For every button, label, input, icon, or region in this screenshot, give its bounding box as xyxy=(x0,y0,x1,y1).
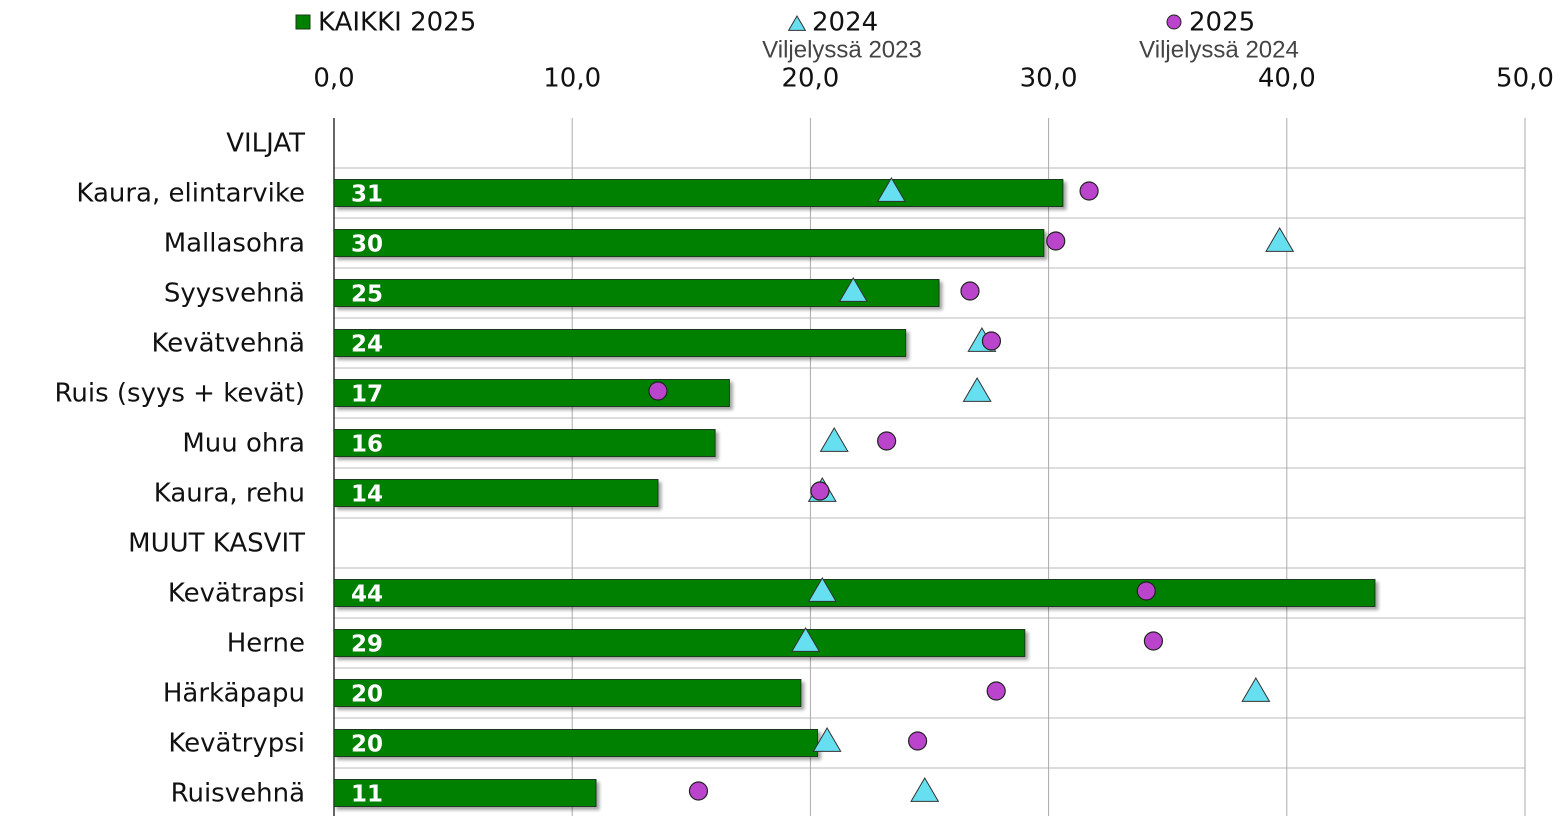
x-tick-label: 0,0 xyxy=(313,64,354,94)
legend-note: Viljelyssä 2024 xyxy=(1139,36,1299,63)
value-label: 17 xyxy=(351,382,383,408)
legend-note: Viljelyssä 2023 xyxy=(762,36,922,63)
bar xyxy=(333,629,1026,657)
legend-swatch xyxy=(787,15,807,31)
category-label: Herne xyxy=(227,629,305,659)
value-label: 25 xyxy=(351,282,383,308)
category-label: Mallasohra xyxy=(164,229,305,259)
legend-label: 2025 xyxy=(1189,8,1255,38)
category-label: Ruis (syys + kevät) xyxy=(54,379,305,409)
circle-marker xyxy=(648,381,668,401)
category-label: MUUT KASVIT xyxy=(128,529,305,559)
circle-marker xyxy=(1143,631,1164,651)
circle-marker xyxy=(1046,231,1066,251)
value-label: 14 xyxy=(351,482,383,508)
triangle-marker xyxy=(876,177,906,202)
circle-marker xyxy=(688,781,709,801)
category-label: Kaura, rehu xyxy=(154,479,305,509)
value-label: 16 xyxy=(351,432,383,458)
category-label: Kevätrapsi xyxy=(168,579,305,609)
value-label: 44 xyxy=(351,582,383,608)
bar xyxy=(333,379,730,407)
triangle-marker xyxy=(1241,677,1271,702)
value-label: 20 xyxy=(351,682,383,708)
triangle-marker xyxy=(838,277,868,302)
category-label: Kevätvehnä xyxy=(151,329,305,359)
value-label: 29 xyxy=(351,632,383,658)
legend-swatch xyxy=(295,14,311,30)
x-tick-label: 20,0 xyxy=(781,64,839,94)
legend-label: KAIKKI 2025 xyxy=(318,8,476,38)
x-tick-label: 50,0 xyxy=(1496,64,1554,94)
value-label: 11 xyxy=(351,782,383,808)
value-label: 24 xyxy=(351,332,383,358)
circle-marker xyxy=(907,731,928,751)
triangle-marker xyxy=(1265,227,1295,252)
triangle-marker xyxy=(819,427,849,452)
x-tick-label: 30,0 xyxy=(1020,64,1078,94)
circle-marker xyxy=(1136,581,1156,601)
triangle-marker xyxy=(812,727,842,752)
triangle-marker xyxy=(910,777,940,802)
bar xyxy=(333,779,597,807)
category-label: Ruisvehnä xyxy=(171,779,305,809)
category-label: Härkäpapu xyxy=(163,679,305,709)
triangle-marker xyxy=(791,627,821,652)
bar xyxy=(333,579,1376,607)
category-label: VILJAT xyxy=(226,129,305,159)
category-label: Kevätrypsi xyxy=(168,729,305,759)
value-label: 31 xyxy=(351,182,383,208)
bar xyxy=(333,329,907,357)
bar xyxy=(333,429,716,457)
category-label: Syysvehnä xyxy=(164,279,305,309)
triangle-marker xyxy=(807,577,837,602)
circle-marker xyxy=(1079,181,1099,201)
value-label: 20 xyxy=(351,732,383,758)
circle-marker xyxy=(986,681,1006,701)
category-label: Muu ohra xyxy=(182,429,305,459)
value-label: 30 xyxy=(351,232,383,258)
bar xyxy=(333,729,819,757)
bar xyxy=(333,229,1045,257)
bar xyxy=(333,479,659,507)
circle-marker xyxy=(981,331,1002,351)
bar xyxy=(333,679,802,707)
legend-swatch xyxy=(1166,14,1182,30)
circle-marker xyxy=(810,481,830,501)
bar xyxy=(333,179,1064,207)
triangle-marker xyxy=(962,377,992,402)
circle-marker xyxy=(877,431,897,451)
bar xyxy=(333,279,940,307)
circle-marker xyxy=(960,281,980,301)
x-tick-label: 40,0 xyxy=(1258,64,1316,94)
category-label: Kaura, elintarvike xyxy=(76,179,305,209)
legend-label: 2024 xyxy=(812,8,878,38)
x-tick-label: 10,0 xyxy=(543,64,601,94)
